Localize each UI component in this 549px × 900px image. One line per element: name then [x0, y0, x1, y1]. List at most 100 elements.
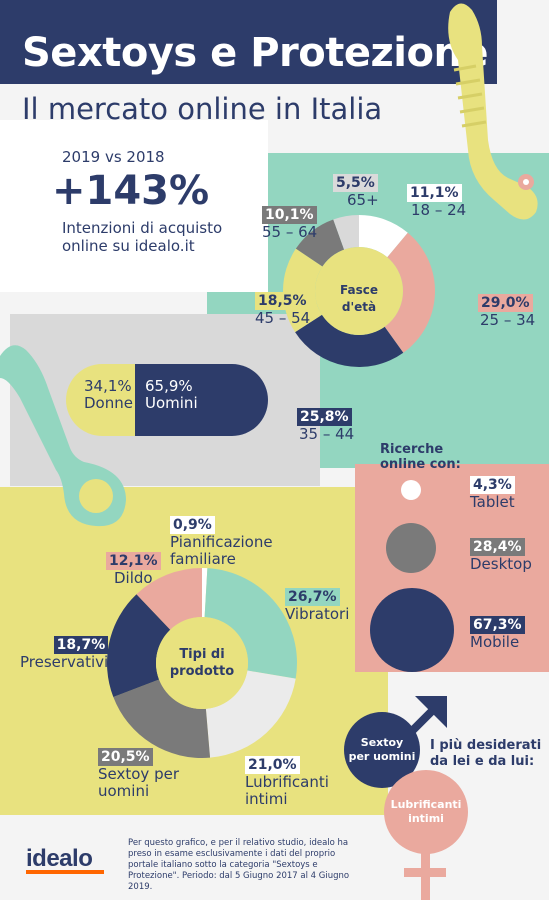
mobile-pct: 67,3% [470, 616, 525, 634]
age-label-65plus: 5,5% 65+ [333, 172, 379, 209]
gender-men-segment: 65,9% Uomini [135, 364, 268, 436]
age-pct-35-44: 25,8% [297, 408, 352, 426]
age-donut-slice-1 [384, 232, 435, 353]
tablet-label: Tablet [470, 493, 515, 511]
gender-men-pct: 65,9% [145, 377, 193, 395]
gender-men-label: Uomini [145, 394, 198, 412]
desktop-pct: 28,4% [470, 538, 525, 556]
age-cat-35-44: 35 – 44 [299, 425, 355, 443]
product-center-line1: Tipi di [179, 647, 225, 662]
ring-toy-illustration [0, 345, 126, 527]
prod-label-dildo: 12,1% Dildo [106, 550, 161, 587]
desired-heading-line1: I più desiderati [430, 738, 542, 753]
gender-women-segment: 34,1% Donne [66, 364, 135, 436]
age-donut-chart [283, 215, 435, 367]
logo-underline [26, 870, 104, 874]
age-label-25-34: 29,0% 25 – 34 [478, 292, 535, 329]
prod-pct-vibratori: 26,7% [285, 588, 340, 606]
growth-desc-line2: online su idealo.it [62, 237, 195, 255]
age-donut-slice-5 [333, 215, 359, 250]
page-subtitle: Il mercato online in Italia [22, 92, 383, 126]
women-desired-line1: Lubrificanti [390, 798, 462, 811]
vibrator-illustration [448, 3, 538, 220]
product-donut-slice-5 [136, 568, 202, 630]
tablet-pct: 4,3% [470, 476, 515, 494]
age-label-55-64: 10,1% 55 – 64 [262, 204, 317, 241]
prod-cat-sextoy: Sextoy per uomini [98, 765, 179, 800]
female-symbol-bar [404, 868, 446, 877]
prod-label-pianificazione: 0,9% Pianificazione familiare [170, 514, 280, 568]
devices-heading-line1: Ricerche [380, 442, 444, 457]
women-desired-label: Lubrificanti intimi [384, 798, 468, 826]
age-pct-65plus: 5,5% [333, 174, 378, 192]
women-desired-circle [384, 770, 468, 854]
white-panel [0, 120, 268, 292]
gender-women-pct: 34,1% [84, 377, 132, 395]
age-cat-25-34: 25 – 34 [480, 311, 536, 329]
devices-heading-line2: online con: [380, 457, 461, 472]
prod-pct-dildo: 12,1% [106, 552, 161, 570]
age-cat-45-54: 45 – 54 [255, 309, 311, 327]
desktop-label-group: 28,4% Desktop [470, 536, 532, 573]
product-donut-slice-4 [107, 594, 171, 698]
age-donut-slice-2 [295, 314, 404, 367]
men-desired-line1: Sextoy [360, 736, 404, 749]
men-desired-label: Sextoy per uomini [344, 736, 420, 764]
prod-label-lubrificanti: 21,0% Lubrificanti intimi [245, 754, 337, 808]
product-donut-slice-2 [205, 670, 296, 758]
mobile-label-group: 67,3% Mobile [470, 614, 525, 651]
product-donut-chart [107, 568, 297, 758]
product-donut-hole [156, 617, 248, 709]
prod-cat-vibratori: Vibratori [285, 605, 350, 623]
tablet-label-group: 4,3% Tablet [470, 474, 515, 511]
gender-women-label: Donne [84, 394, 133, 412]
growth-desc-line1: Intenzioni di acquisto [62, 219, 223, 237]
age-label-45-54: 18,5% 45 – 54 [255, 290, 310, 327]
prod-pct-lubrificanti: 21,0% [245, 756, 300, 774]
header-bar [0, 0, 497, 84]
prod-label-sextoy: 20,5% Sextoy per uomini [98, 746, 188, 800]
prod-cat-preservativi: Preservativi [20, 653, 109, 671]
age-cat-65plus: 65+ [347, 191, 379, 209]
prod-pct-preservativi: 18,7% [53, 636, 109, 654]
age-donut-center-label: Fasce d'età [340, 283, 378, 314]
mobile-label: Mobile [470, 633, 520, 651]
age-donut-slice-0 [359, 215, 408, 258]
prod-cat-pianificazione: Pianificazione familiare [170, 533, 273, 568]
prod-pct-sextoy: 20,5% [98, 748, 153, 766]
desired-heading: I più desiderati da lei e da lui: [430, 738, 541, 770]
age-cat-18-24: 18 – 24 [411, 201, 467, 219]
product-donut-center-label: Tipi di prodotto [160, 646, 244, 680]
men-desired-line2: per uomini [348, 750, 416, 763]
prod-label-preservativi: 18,7% Preservativi [20, 634, 109, 671]
footer-note: Per questo grafico, e per il relativo st… [128, 838, 350, 892]
age-pct-45-54: 18,5% [255, 292, 310, 310]
age-donut-hole [315, 247, 403, 335]
desired-heading-line2: da lei e da lui: [430, 754, 535, 769]
age-pct-25-34: 29,0% [478, 294, 533, 312]
growth-period: 2019 vs 2018 [62, 148, 165, 166]
product-donut-slice-0 [202, 568, 208, 618]
prod-pct-pianificazione: 0,9% [170, 516, 215, 534]
tablet-circle [401, 480, 421, 500]
growth-value: +143% [52, 168, 210, 214]
idealo-logo: idealo [26, 845, 93, 872]
age-pct-18-24: 11,1% [407, 184, 462, 202]
product-donut-slice-3 [113, 679, 211, 758]
age-pct-55-64: 10,1% [262, 206, 317, 224]
page-title: Sextoys e Protezione [22, 30, 489, 76]
mobile-circle [370, 588, 454, 672]
desktop-label: Desktop [470, 555, 532, 573]
prod-cat-lubrificanti: Lubrificanti intimi [245, 773, 329, 808]
women-desired-line2: intimi [408, 812, 444, 825]
desktop-circle [386, 523, 436, 573]
age-donut-slice-4 [295, 219, 345, 267]
age-cat-55-64: 55 – 64 [262, 223, 318, 241]
product-center-line2: prodotto [169, 664, 235, 679]
age-label-18-24: 11,1% 18 – 24 [407, 182, 466, 219]
prod-label-vibratori: 26,7% Vibratori [285, 586, 349, 623]
devices-heading: Ricerche online con: [380, 442, 461, 472]
age-label-35-44: 25,8% 35 – 44 [297, 406, 354, 443]
age-donut-slice-3 [283, 248, 323, 333]
gender-pill: 34,1% Donne 65,9% Uomini [66, 364, 268, 436]
